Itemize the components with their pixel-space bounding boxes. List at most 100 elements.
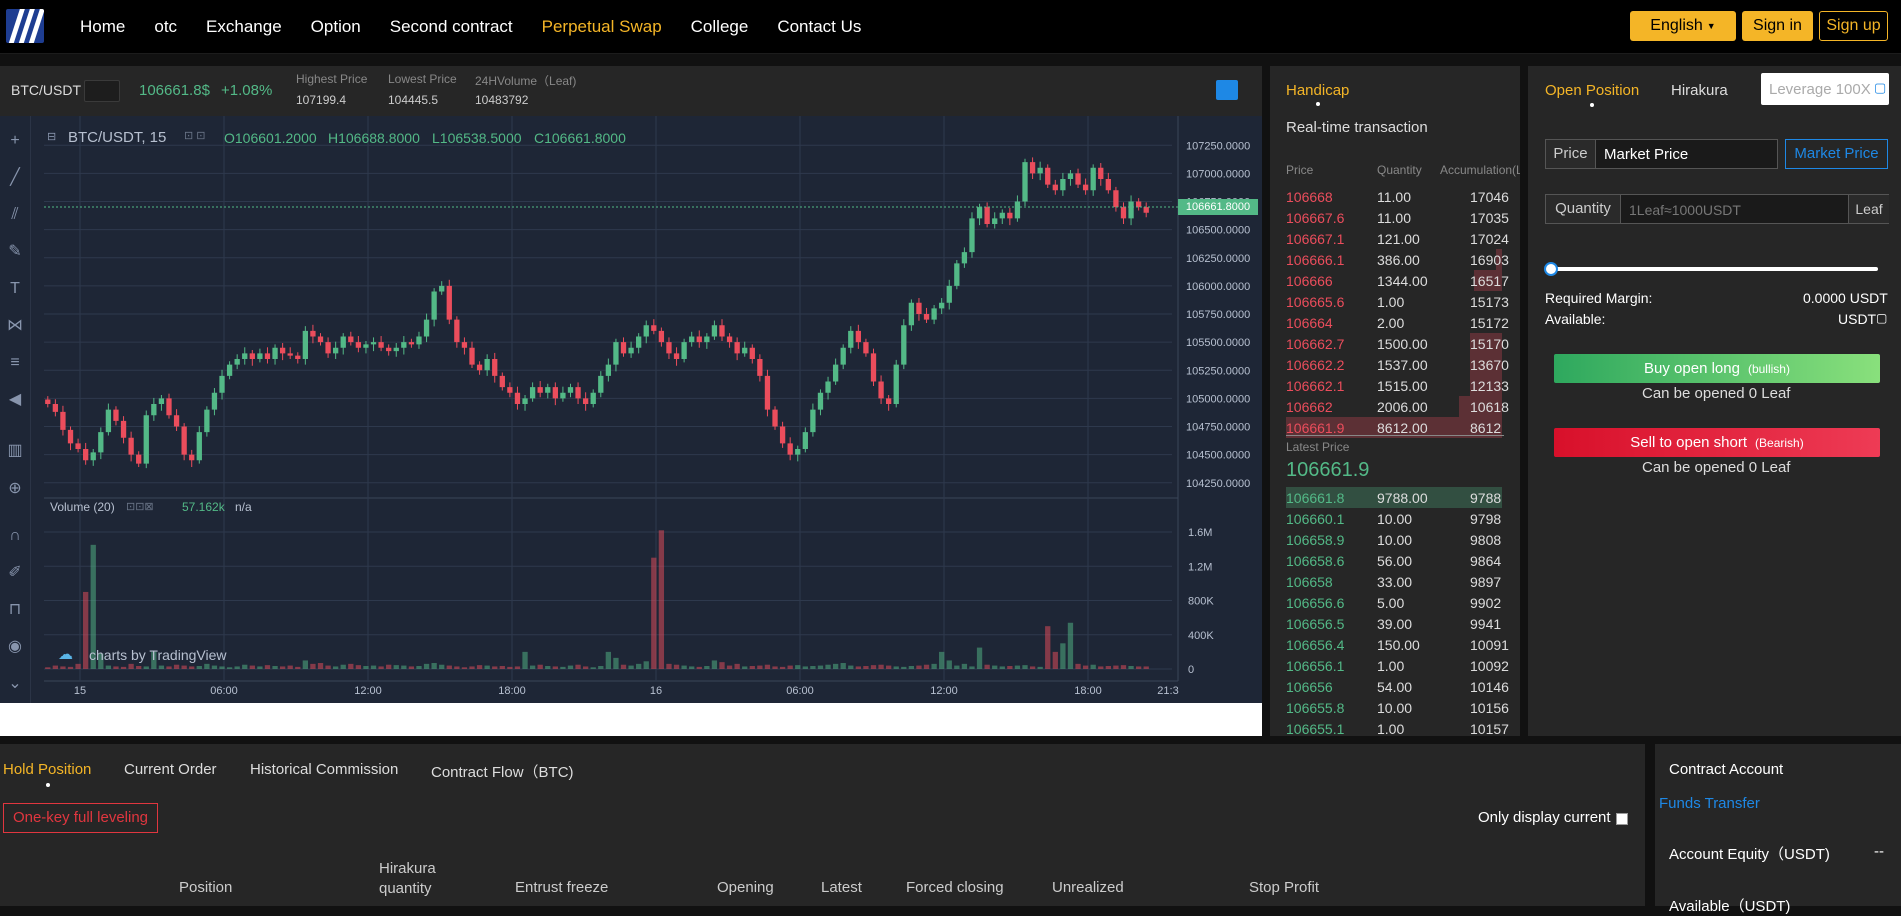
tab-hirakura[interactable]: Hirakura	[1671, 82, 1728, 99]
tab-open-position[interactable]: Open Position	[1545, 82, 1640, 99]
back-arrow-icon[interactable]: ◀	[8, 391, 22, 408]
volume-bar	[689, 666, 695, 669]
leverage-dropdown-icon[interactable]: ▢	[1874, 80, 1887, 95]
realtime-transaction-label[interactable]: Real-time transaction	[1286, 119, 1428, 136]
orderbook-row[interactable]: 106665.6 1.00 15173	[1286, 291, 1509, 312]
collapse-icon[interactable]: ⊟	[47, 131, 57, 143]
candle-body	[779, 426, 786, 444]
zoom-icon[interactable]: ⊕	[8, 480, 22, 497]
orderbook-row[interactable]: 106667.6 11.00 17035	[1286, 207, 1509, 228]
fib-icon[interactable]: ≡	[10, 354, 20, 371]
trend-line-icon[interactable]: ╱	[10, 169, 20, 186]
magnet-icon[interactable]: ∩	[9, 527, 21, 544]
eye-icon[interactable]: ◉	[8, 638, 22, 655]
row-price: 106656.4	[1286, 637, 1345, 653]
price-field[interactable]: Price Market Price	[1545, 139, 1778, 169]
orderbook-row[interactable]: 106662.7 1500.00 15170	[1286, 333, 1509, 354]
tradingview-watermark[interactable]: charts by TradingView	[89, 647, 227, 663]
indicator-settings-icon[interactable]: ⊡⊡⊠	[126, 501, 154, 513]
nav-contact-us[interactable]: Contact Us	[777, 17, 862, 36]
volume-bar	[287, 665, 293, 669]
crosshair-icon[interactable]: +	[10, 132, 20, 149]
sign-up-button[interactable]: Sign up	[1819, 11, 1888, 41]
price-tick-label: 106500.0000	[1186, 225, 1250, 237]
orderbook-row[interactable]: 106656.4 150.00 10091	[1286, 634, 1509, 655]
brand-logo[interactable]	[6, 9, 44, 43]
sign-in-button[interactable]: Sign in	[1742, 11, 1813, 41]
volume-bar	[651, 557, 657, 669]
text-tool-icon[interactable]: T	[10, 280, 20, 297]
pair-label[interactable]: BTC/USDT	[11, 82, 81, 98]
slider-handle[interactable]	[1544, 262, 1558, 276]
brush-icon[interactable]: ✎	[8, 243, 22, 260]
orderbook-row[interactable]: 106661.8 9788.00 9788	[1286, 487, 1502, 508]
volume-bar	[779, 666, 786, 669]
tab-contract-flow[interactable]: Contract Flow（BTC)	[431, 764, 574, 781]
orderbook-row[interactable]: 106658.9 10.00 9808	[1286, 529, 1502, 550]
tab-current-order[interactable]: Current Order	[124, 761, 217, 778]
candle-body	[386, 347, 392, 352]
pitchfork-icon[interactable]: ⫽	[11, 206, 19, 223]
orderbook-row[interactable]: 106656.5 39.00 9941	[1286, 613, 1502, 634]
orderbook-row[interactable]: 106666.1 386.00 16903	[1286, 249, 1509, 270]
settings-icon[interactable]: ⊡ ⊡	[184, 130, 206, 142]
volume-bar	[673, 664, 680, 669]
price-change: +1.08%	[221, 82, 273, 99]
nav-otc[interactable]: otc	[154, 17, 178, 36]
orderbook-row[interactable]: 106662.2 1537.00 13670	[1286, 354, 1509, 375]
funds-transfer-link[interactable]: Funds Transfer	[1659, 795, 1760, 812]
orderbook-row[interactable]: 106662 2006.00 10618	[1286, 396, 1509, 417]
quantity-field[interactable]: Quantity 1Leaf≈1000USDT Leaf	[1545, 194, 1889, 224]
language-dropdown[interactable]: English ▼	[1630, 11, 1736, 41]
chevron-down-icon[interactable]: ⌄	[8, 675, 22, 692]
buy-open-long-button[interactable]: Buy open long (bullish)	[1554, 354, 1880, 383]
orderbook-row[interactable]: 106666 1344.00 16517	[1286, 270, 1509, 291]
nav-perpetual-swap[interactable]: Perpetual Swap	[541, 17, 662, 36]
orderbook-row[interactable]: 106664 2.00 15172	[1286, 312, 1509, 333]
only-current-checkbox[interactable]	[1616, 813, 1628, 825]
one-key-leveling-button[interactable]: One-key full leveling	[3, 803, 158, 833]
orderbook-row[interactable]: 106656.6 5.00 9902	[1286, 592, 1502, 613]
orderbook-row[interactable]: 106658 33.00 9897	[1286, 571, 1502, 592]
row-accumulation: 16517	[1470, 273, 1509, 289]
orderbook-row[interactable]: 106660.1 10.00 9798	[1286, 508, 1502, 529]
volume-bar	[98, 653, 104, 669]
sell-open-short-button[interactable]: Sell to open short (Bearish)	[1554, 428, 1880, 457]
orderbook-row[interactable]: 106656 54.00 10146	[1286, 676, 1509, 697]
orderbook-row[interactable]: 106667.1 121.00 17024	[1286, 228, 1509, 249]
orderbook-row[interactable]: 106655.8 10.00 10156	[1286, 697, 1509, 718]
lock-drawings-icon[interactable]: ✐	[8, 564, 22, 581]
volume-bar	[552, 666, 558, 669]
pair-switch-icon[interactable]	[84, 80, 120, 102]
leverage-slider[interactable]	[1544, 262, 1878, 276]
nav-second-contract[interactable]: Second contract	[389, 17, 513, 36]
orderbook-row[interactable]: 106656.1 1.00 10092	[1286, 655, 1509, 676]
candle-body	[749, 347, 755, 359]
nav-home[interactable]: Home	[80, 17, 126, 36]
transfer-icon[interactable]: ▢	[1876, 311, 1888, 325]
volume-bar	[749, 666, 755, 669]
row-accumulation: 9902	[1470, 595, 1502, 611]
orderbook-row[interactable]: 106658.6 56.00 9864	[1286, 550, 1502, 571]
nav-college[interactable]: College	[690, 17, 749, 36]
orderbook-row[interactable]: 106661.9 8612.00 8612	[1286, 417, 1502, 438]
price-chart[interactable]: 107250.0000107000.0000106750.0000106500.…	[0, 116, 1262, 703]
nav-option[interactable]: Option	[310, 17, 361, 36]
leverage-input[interactable]: Leverage 100X ▢	[1761, 73, 1889, 105]
tab-historical-commission[interactable]: Historical Commission	[250, 761, 399, 778]
fullscreen-icon[interactable]	[1216, 80, 1238, 100]
required-margin-label: Required Margin:	[1545, 290, 1653, 306]
candle-body	[1105, 179, 1111, 191]
tab-hold-position[interactable]: Hold Position	[3, 761, 92, 778]
lock-icon[interactable]: ⊓	[8, 601, 22, 618]
market-price-button[interactable]: Market Price	[1785, 139, 1888, 169]
volume-bar	[401, 665, 407, 669]
orderbook-row[interactable]: 106668 11.00 17046	[1286, 186, 1509, 207]
nav-exchange[interactable]: Exchange	[206, 17, 282, 36]
tab-handicap[interactable]: Handicap	[1286, 82, 1350, 99]
pattern-icon[interactable]: ⋈	[7, 317, 23, 334]
measure-icon[interactable]: ▥	[7, 442, 23, 459]
candlestick-chart[interactable]: 107250.0000107000.0000106750.0000106500.…	[0, 116, 1262, 703]
orderbook-row[interactable]: 106662.1 1515.00 12133	[1286, 375, 1509, 396]
orderbook-row[interactable]: 106655.1 1.00 10157	[1286, 718, 1509, 739]
